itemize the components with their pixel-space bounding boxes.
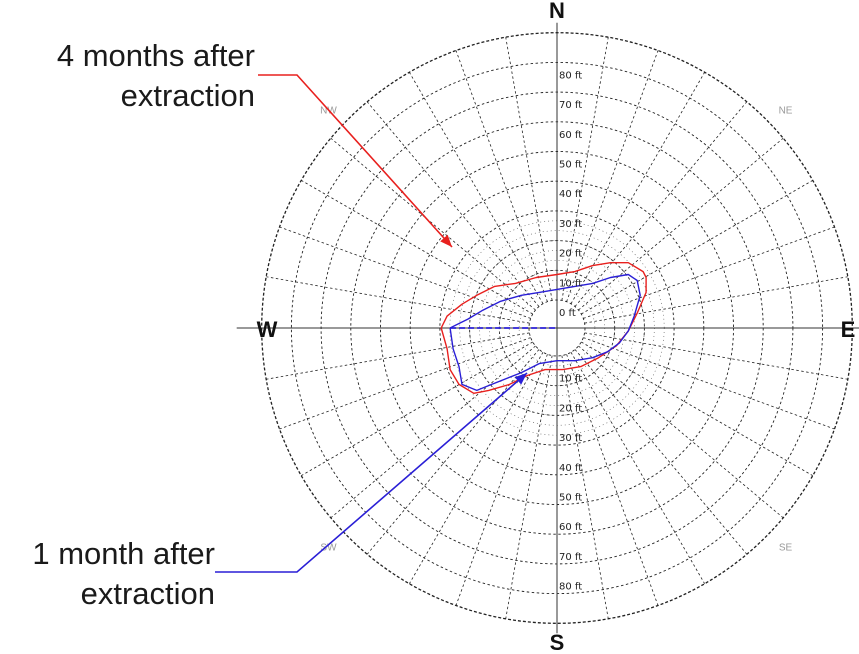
ring-label: 10 ft <box>559 278 582 289</box>
ring-label: 30 ft <box>559 219 582 230</box>
ring-label: 80 ft <box>559 70 582 81</box>
radial-line <box>505 355 553 619</box>
ring-label: 60 ft <box>559 522 582 533</box>
ring-label: 70 ft <box>559 552 582 563</box>
series-layer <box>440 262 647 394</box>
ring-label: 40 ft <box>559 463 582 474</box>
ring-label: 50 ft <box>559 493 582 504</box>
radial-line <box>330 345 536 519</box>
radial-line <box>584 332 848 380</box>
compass-se: SE <box>779 543 793 554</box>
radial-line <box>266 276 530 324</box>
compass-ne: NE <box>779 105 793 116</box>
annotation-4-months: 4 months after extraction <box>0 36 255 116</box>
ring-label: 20 ft <box>559 249 582 260</box>
ring-label: 50 ft <box>559 160 582 171</box>
annotation-4-months-line1: 4 months after <box>56 38 255 73</box>
ring-label: 80 ft <box>559 582 582 593</box>
compass-sw: SW <box>320 543 337 554</box>
arrow-4-months-head <box>440 234 452 247</box>
radial-line <box>578 345 784 519</box>
compass-north: N <box>549 0 565 23</box>
radial-line <box>366 101 540 307</box>
compass-east: E <box>841 317 856 342</box>
ring-label: 20 ft <box>559 403 582 414</box>
radial-line <box>561 355 609 619</box>
ring-label: 70 ft <box>559 100 582 111</box>
annotation-1-month-line1: 1 month after <box>32 536 215 571</box>
arrow-4-months-line <box>258 74 453 248</box>
arrow-1-month-head <box>514 373 527 385</box>
annotation-1-month: 1 month after extraction <box>0 534 215 614</box>
radial-line <box>574 349 748 555</box>
series-4-months-outline <box>440 262 647 394</box>
ring-label: 10 ft <box>559 374 582 385</box>
radial-line <box>366 349 540 555</box>
ring-label: 40 ft <box>559 189 582 200</box>
compass-west: W <box>257 317 278 342</box>
ring-label: 0 ft <box>559 308 576 319</box>
radial-line <box>574 101 748 307</box>
ring-label: 30 ft <box>559 433 582 444</box>
annotation-1-month-line2: extraction <box>80 576 215 611</box>
arrow-1-month <box>215 372 528 573</box>
label-layer: 0 ft 10 ft 10 ft 20 ft 20 ft 30 ft 30 ft 40 ft 4… <box>257 0 856 654</box>
radial-line <box>584 276 848 324</box>
radial-line <box>266 332 530 380</box>
annotation-4-months-line2: extraction <box>120 78 255 113</box>
radial-line <box>578 137 784 311</box>
arrow-4-months <box>258 74 453 248</box>
arrow-1-month-line <box>215 372 528 573</box>
radial-line <box>505 37 553 301</box>
annotation-arrows <box>215 74 528 573</box>
series-1-month-outline <box>449 273 641 392</box>
compass-south: S <box>550 630 565 654</box>
ring-label: 60 ft <box>559 130 582 141</box>
